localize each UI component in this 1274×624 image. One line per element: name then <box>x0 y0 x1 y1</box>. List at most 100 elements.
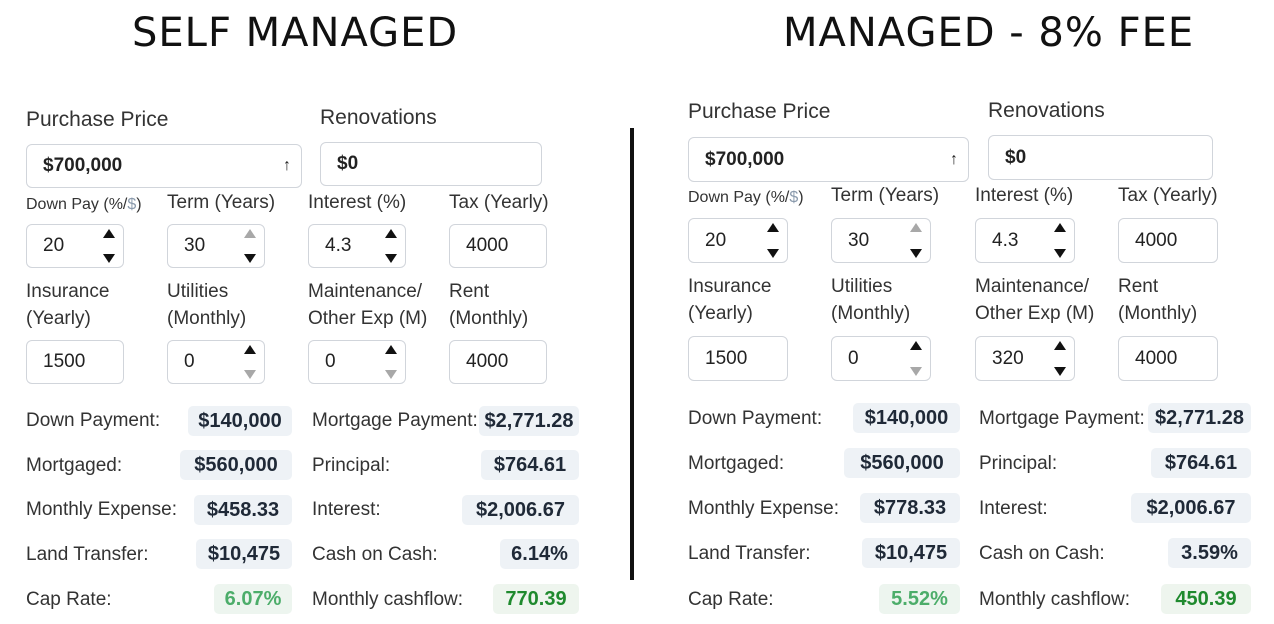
increment-icon[interactable] <box>767 223 779 232</box>
decrement-icon[interactable] <box>910 367 922 376</box>
increment-icon[interactable] <box>385 229 397 238</box>
cap-rate-label: Cap Rate: <box>26 589 112 610</box>
decrement-icon[interactable] <box>910 249 922 258</box>
increment-icon[interactable] <box>1054 223 1066 232</box>
down-pay-label: Down Pay (%/$) <box>26 196 142 213</box>
interest-stepper[interactable]: 4.3 <box>308 224 406 268</box>
monthly-expense-label: Monthly Expense: <box>26 499 178 520</box>
interest-stepper[interactable]: 4.3 <box>975 218 1075 263</box>
term-label: Term (Years) <box>831 185 940 206</box>
down-pay-value: 20 <box>705 229 727 251</box>
cap-rate-value: 5.52% <box>879 584 960 614</box>
term-value: 30 <box>184 235 206 256</box>
renovations-value: $0 <box>1005 146 1027 168</box>
maintenance-stepper[interactable]: 0 <box>308 340 406 384</box>
purchase-price-input[interactable]: $700,000 ↑ <box>26 144 302 188</box>
term-label: Term (Years) <box>167 192 276 213</box>
interest-value: 4.3 <box>325 235 352 256</box>
monthly-cashflow-label: Monthly cashflow: <box>312 589 464 610</box>
land-transfer-value: $10,475 <box>862 538 960 568</box>
sort-arrow-icon[interactable]: ↑ <box>950 150 958 168</box>
increment-icon[interactable] <box>1054 341 1066 350</box>
renovations-value: $0 <box>337 153 359 174</box>
divider <box>630 128 634 580</box>
tax-value: 4000 <box>1135 229 1178 251</box>
increment-icon[interactable] <box>385 345 397 354</box>
increment-icon[interactable] <box>244 345 256 354</box>
increment-icon[interactable] <box>910 341 922 350</box>
purchase-price-label: Purchase Price <box>26 108 169 131</box>
increment-icon[interactable] <box>103 229 115 238</box>
renovations-input[interactable]: $0 <box>988 135 1213 180</box>
purchase-price-label: Purchase Price <box>688 100 831 123</box>
heading-managed: MANAGED - 8% FEE <box>783 10 1195 56</box>
purchase-price-input[interactable]: $700,000 ↑ <box>688 137 969 182</box>
decrement-icon[interactable] <box>103 254 115 263</box>
tax-value: 4000 <box>466 235 509 256</box>
cap-rate-label: Cap Rate: <box>688 589 774 610</box>
utilities-label: Utilities (Monthly) <box>831 276 911 324</box>
principal-value: $764.61 <box>481 450 579 480</box>
tax-label: Tax (Yearly) <box>1118 185 1218 206</box>
term-stepper[interactable]: 30 <box>831 218 931 263</box>
rent-value: 4000 <box>1135 347 1178 369</box>
insurance-label: Insurance (Yearly) <box>688 276 772 324</box>
down-payment-label: Down Payment: <box>26 410 161 431</box>
rent-label: Rent (Monthly) <box>1118 276 1198 324</box>
land-transfer-label: Land Transfer: <box>688 543 811 564</box>
maintenance-value: 320 <box>992 347 1024 369</box>
mortgage-payment-label: Mortgage Payment: <box>979 408 1145 429</box>
maintenance-stepper[interactable]: 320 <box>975 336 1075 381</box>
tax-input[interactable]: 4000 <box>1118 218 1218 263</box>
land-transfer-label: Land Transfer: <box>26 544 149 565</box>
interest-label: Interest (%) <box>975 185 1074 206</box>
rent-input[interactable]: 4000 <box>1118 336 1218 381</box>
monthly-cashflow-value: 450.39 <box>1161 584 1251 614</box>
renovations-label: Renovations <box>320 106 437 129</box>
interest-result-label: Interest: <box>312 499 381 520</box>
interest-result-value: $2,006.67 <box>1131 493 1251 523</box>
utilities-label: Utilities (Monthly) <box>167 281 247 329</box>
increment-icon[interactable] <box>910 223 922 232</box>
decrement-icon[interactable] <box>385 370 397 379</box>
sort-arrow-icon[interactable]: ↑ <box>283 157 291 174</box>
decrement-icon[interactable] <box>767 249 779 258</box>
renovations-label: Renovations <box>988 99 1105 122</box>
down-payment-label: Down Payment: <box>688 408 823 429</box>
increment-icon[interactable] <box>244 229 256 238</box>
monthly-cashflow-label: Monthly cashflow: <box>979 589 1131 610</box>
rent-label: Rent (Monthly) <box>449 281 529 329</box>
mortgage-payment-label: Mortgage Payment: <box>312 410 478 431</box>
land-transfer-value: $10,475 <box>196 539 292 569</box>
insurance-input[interactable]: 1500 <box>26 340 124 384</box>
utilities-stepper[interactable]: 0 <box>831 336 931 381</box>
mortgaged-label: Mortgaged: <box>688 453 785 474</box>
term-stepper[interactable]: 30 <box>167 224 265 268</box>
utilities-stepper[interactable]: 0 <box>167 340 265 384</box>
insurance-input[interactable]: 1500 <box>688 336 788 381</box>
decrement-icon[interactable] <box>244 370 256 379</box>
decrement-icon[interactable] <box>244 254 256 263</box>
renovations-input[interactable]: $0 <box>320 142 542 186</box>
purchase-price-value: $700,000 <box>43 155 123 176</box>
maintenance-value: 0 <box>325 351 336 372</box>
heading-self-managed: SELF MANAGED <box>132 10 459 56</box>
interest-result-value: $2,006.67 <box>462 495 579 525</box>
cash-on-cash-label: Cash on Cash: <box>312 544 438 565</box>
mortgaged-value: $560,000 <box>180 450 292 480</box>
cash-on-cash-label: Cash on Cash: <box>979 543 1105 564</box>
tax-input[interactable]: 4000 <box>449 224 547 268</box>
insurance-label: Insurance (Yearly) <box>26 281 110 329</box>
tax-label: Tax (Yearly) <box>449 192 549 213</box>
monthly-expense-value: $778.33 <box>860 493 960 523</box>
rent-input[interactable]: 4000 <box>449 340 547 384</box>
term-value: 30 <box>848 229 870 251</box>
decrement-icon[interactable] <box>1054 249 1066 258</box>
decrement-icon[interactable] <box>1054 367 1066 376</box>
decrement-icon[interactable] <box>385 254 397 263</box>
down-pay-stepper[interactable]: 20 <box>26 224 124 268</box>
purchase-price-value: $700,000 <box>705 148 785 170</box>
mortgaged-value: $560,000 <box>844 448 960 478</box>
down-pay-stepper[interactable]: 20 <box>688 218 788 263</box>
down-pay-label: Down Pay (%/$) <box>688 189 804 206</box>
